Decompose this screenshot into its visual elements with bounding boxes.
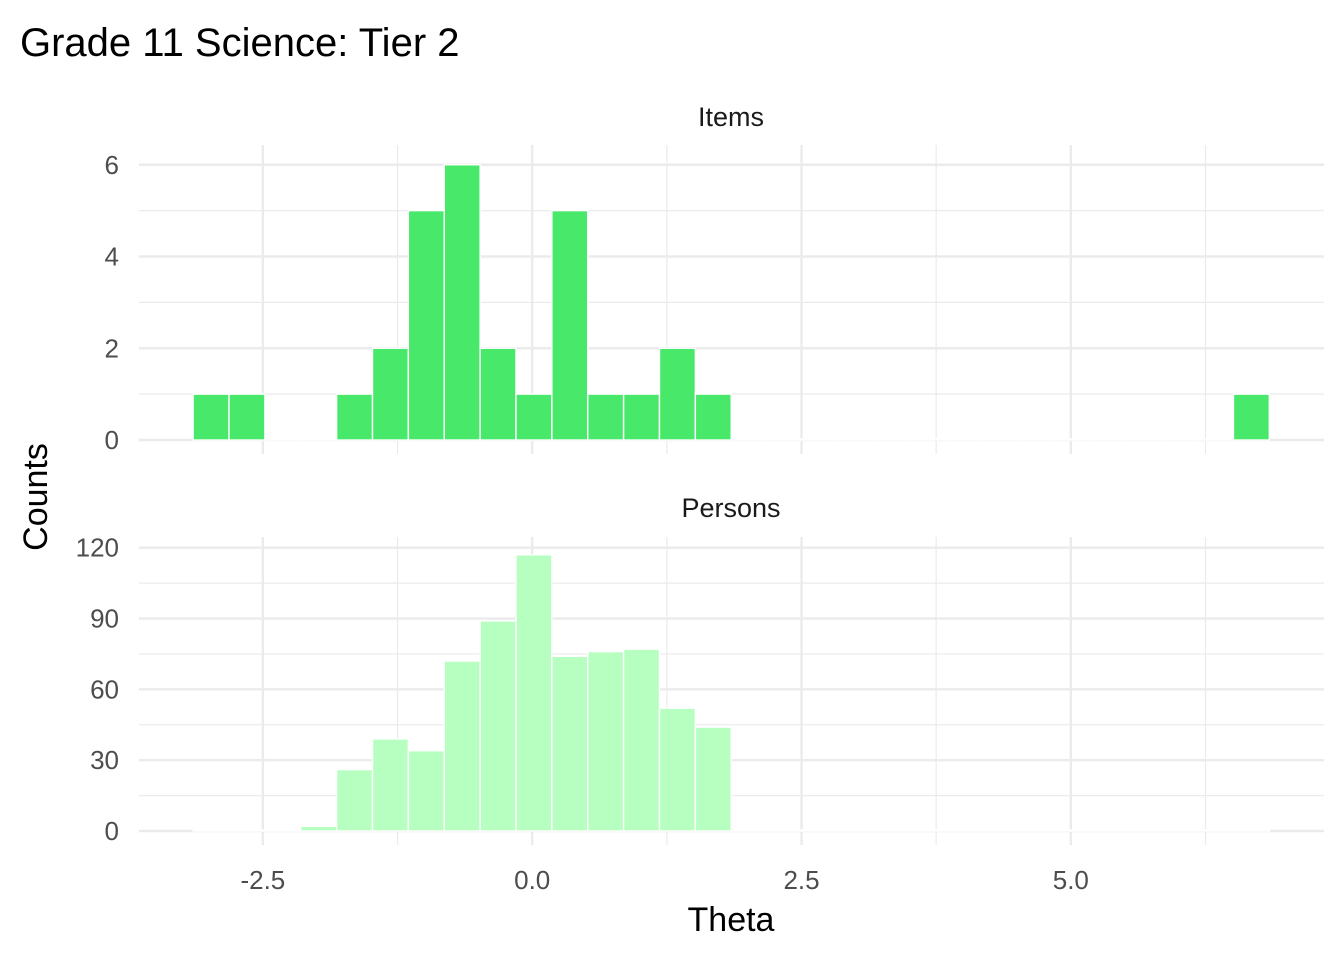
items-bar	[1125, 438, 1163, 441]
persons-bar	[981, 829, 1019, 832]
persons-bar	[766, 829, 804, 832]
x-tick-label: 0.0	[514, 865, 550, 895]
y-tick-label: 4	[105, 242, 119, 272]
panel-items-strip-label: Items	[698, 102, 764, 132]
items-bar	[515, 393, 553, 441]
items-bar	[551, 209, 589, 441]
persons-bar	[909, 829, 948, 832]
persons-bar	[551, 655, 589, 832]
items-bar	[1232, 393, 1271, 441]
persons-bar	[1161, 829, 1199, 832]
y-axis-title: Counts	[17, 443, 55, 551]
items-bar	[945, 438, 984, 441]
items-bar	[658, 347, 697, 441]
x-tick-label: -2.5	[240, 865, 285, 895]
y-tick-label: 2	[105, 333, 119, 363]
persons-bar	[802, 829, 840, 832]
persons-bar	[192, 829, 230, 832]
items-bar	[802, 438, 840, 441]
items-bar	[730, 438, 768, 441]
items-bar	[1196, 438, 1235, 441]
persons-bar	[1017, 829, 1055, 832]
items-bar	[766, 438, 804, 441]
persons-bar	[479, 620, 517, 832]
persons-bar	[587, 650, 625, 832]
persons-bar	[1125, 829, 1163, 832]
panel-persons-strip-label: Persons	[681, 493, 780, 523]
persons-bar	[838, 829, 876, 832]
y-tick-label: 0	[105, 425, 119, 455]
persons-bar	[264, 829, 302, 832]
items-bar	[228, 393, 266, 441]
items-bar	[981, 438, 1019, 441]
x-tick-label: 5.0	[1053, 865, 1089, 895]
y-tick-label: 0	[105, 816, 119, 846]
y-tick-label: 60	[90, 674, 119, 704]
persons-bar	[658, 707, 697, 832]
items-bar	[479, 347, 517, 441]
persons-bar	[694, 726, 732, 832]
items-bar	[909, 438, 948, 441]
persons-bar	[335, 768, 374, 832]
persons-bar	[1232, 829, 1271, 832]
persons-bar	[874, 829, 912, 832]
chart-title: Grade 11 Science: Tier 2	[20, 21, 460, 65]
items-bar	[300, 438, 338, 441]
items-bar	[264, 438, 302, 441]
x-axis-title: Theta	[688, 901, 775, 939]
persons-bar	[407, 750, 445, 832]
items-bar	[335, 393, 374, 441]
items-bar	[587, 393, 625, 441]
items-bar	[838, 438, 876, 441]
items-bar	[443, 164, 481, 441]
items-bar	[1053, 438, 1091, 441]
persons-bar	[730, 829, 768, 832]
items-bar	[371, 347, 410, 441]
persons-bar	[1053, 829, 1091, 832]
items-y-ticks: 0 2 4 6	[105, 150, 119, 455]
items-bar	[1161, 438, 1199, 441]
panel-items: Items 0 2 4 6	[105, 102, 1324, 455]
items-bar	[694, 393, 732, 441]
persons-bar	[515, 554, 553, 832]
items-bar	[407, 209, 445, 441]
persons-bar	[1089, 829, 1127, 832]
persons-bar	[1196, 829, 1235, 832]
items-bar	[192, 393, 230, 441]
x-tick-label: 2.5	[783, 865, 819, 895]
y-tick-label: 120	[76, 533, 119, 563]
y-tick-label: 30	[90, 745, 119, 775]
items-bar	[874, 438, 912, 441]
persons-bar	[443, 660, 481, 832]
persons-bar	[300, 825, 338, 832]
items-bar	[622, 393, 661, 441]
panel-persons: Persons 0 30 60 90 120	[76, 493, 1324, 846]
persons-bars	[192, 554, 1271, 832]
items-bar	[1017, 438, 1055, 441]
items-bar	[1089, 438, 1127, 441]
persons-bar	[945, 829, 984, 832]
items-bars	[192, 164, 1271, 441]
x-axis-ticks: -2.5 0.0 2.5 5.0	[240, 865, 1088, 895]
persons-y-ticks: 0 30 60 90 120	[76, 533, 119, 846]
persons-bar	[622, 648, 661, 832]
persons-bar	[371, 738, 410, 832]
y-tick-label: 90	[90, 604, 119, 634]
y-tick-label: 6	[105, 150, 119, 180]
persons-bar	[228, 829, 266, 832]
